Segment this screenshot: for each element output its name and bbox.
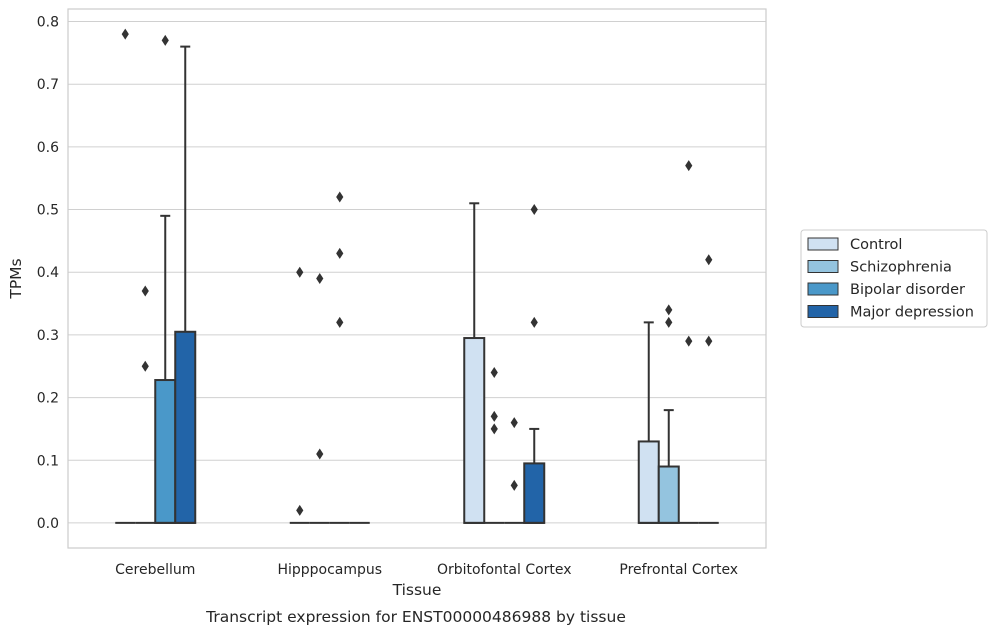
outlier-point — [316, 273, 324, 284]
y-tick-label: 0.4 — [37, 265, 59, 281]
legend-label: Schizophrenia — [850, 260, 952, 276]
x-axis-label: Tissue — [392, 581, 442, 599]
outlier-point — [530, 204, 538, 216]
outlier-point — [336, 191, 344, 203]
box — [463, 337, 486, 524]
y-tick-label: 0.3 — [37, 328, 59, 344]
box — [637, 440, 660, 524]
box-group — [523, 204, 546, 524]
outlier-point — [316, 448, 324, 460]
box-group — [678, 160, 699, 524]
box-group — [115, 28, 136, 524]
legend-swatch — [807, 260, 839, 273]
x-tick-labels: Cerebellum Hipppocampus Orbitofontal Corte… — [115, 562, 738, 578]
outlier-point — [510, 417, 518, 429]
box-group — [174, 45, 197, 524]
outlier-point — [705, 335, 713, 347]
outlier-point — [141, 360, 149, 372]
box-group — [135, 285, 156, 524]
y-axis-label: TPMs — [7, 258, 25, 299]
outlier-point — [530, 316, 538, 328]
y-tick-label: 0.1 — [37, 453, 59, 469]
y-tick-label: 0.8 — [37, 15, 59, 31]
box-group — [504, 417, 525, 524]
box — [154, 379, 177, 524]
box-group — [698, 254, 719, 524]
box-group — [329, 191, 350, 524]
box-series — [115, 28, 719, 524]
x-tick-label: Cerebellum — [115, 562, 195, 578]
outlier-point — [490, 410, 498, 422]
outlier-point — [336, 316, 344, 328]
chart-caption: Transcript expression for ENST0000048698… — [205, 608, 626, 626]
outlier-point — [665, 316, 673, 328]
outlier-point — [296, 504, 304, 516]
legend-label: Major depression — [850, 305, 974, 321]
y-tick-label: 0.7 — [37, 77, 59, 93]
y-tick-label: 0.6 — [37, 140, 59, 156]
outlier-point — [510, 479, 518, 491]
legend-swatch — [807, 237, 839, 251]
box-group — [637, 321, 660, 524]
legend-frame — [800, 229, 988, 328]
box-group — [309, 273, 330, 524]
outlier-point — [161, 34, 169, 46]
box-group — [154, 34, 177, 524]
outlier-point — [685, 160, 693, 172]
x-tick-label: Prefrontal Cortex — [619, 562, 738, 578]
legend: Control Schizophrenia Bipolar disorder Majo… — [800, 229, 988, 328]
box — [174, 330, 197, 524]
outlier-point — [665, 304, 673, 316]
legend-label: Control — [850, 237, 902, 253]
legend-swatch — [807, 305, 839, 318]
y-tick-label: 0.5 — [37, 203, 59, 219]
y-tick-label: 0.0 — [37, 516, 59, 532]
outlier-point — [296, 266, 304, 278]
outlier-point — [705, 254, 713, 266]
outlier-point — [141, 285, 149, 297]
plot-frame — [67, 8, 767, 549]
x-tick-label: Hipppocampus — [277, 562, 382, 578]
legend-label: Bipolar disorder — [850, 282, 965, 298]
outlier-point — [336, 247, 344, 259]
outlier-point — [490, 423, 498, 435]
x-tick-label: Orbitofontal Cortex — [437, 562, 572, 578]
box-group — [289, 266, 310, 524]
box — [523, 462, 546, 524]
box-group — [484, 367, 505, 524]
y-tick-labels: 0.0 0.1 0.2 0.3 0.4 0.5 0.6 0.7 0.8 — [37, 15, 59, 532]
outlier-point — [121, 28, 129, 40]
box-group — [657, 304, 680, 524]
box — [657, 465, 680, 524]
outlier-point — [685, 335, 693, 347]
legend-swatch — [807, 282, 839, 296]
y-tick-label: 0.2 — [37, 391, 59, 407]
outlier-point — [490, 367, 498, 379]
box-group — [463, 202, 486, 524]
